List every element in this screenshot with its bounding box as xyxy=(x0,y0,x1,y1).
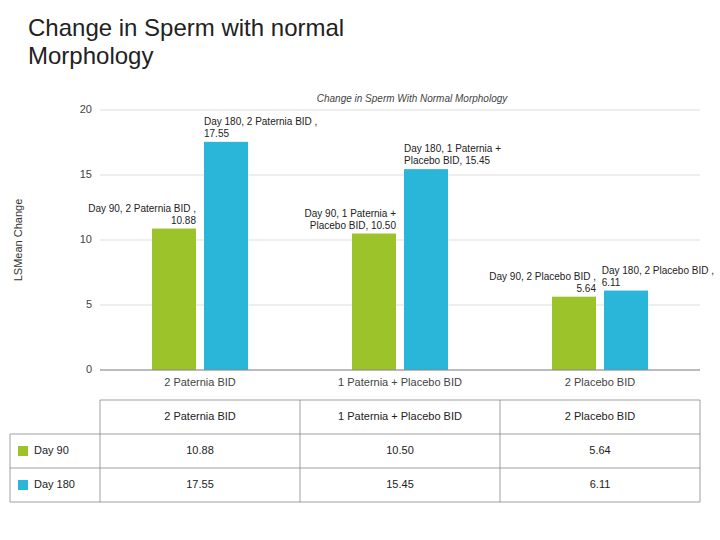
data-label: Day 180, 1 Paternia +Placebo BID, 15.45 xyxy=(404,143,501,166)
table-cell: 10.50 xyxy=(386,444,414,456)
y-tick-label: 0 xyxy=(86,363,92,375)
table-border xyxy=(100,400,101,502)
bar xyxy=(204,142,248,370)
data-label-group: Day 90, 2 Paternia BID ,10.88 xyxy=(88,203,196,226)
data-table: 2 Paternia BID 1 Paternia + Placebo BID 2 … xyxy=(10,400,700,502)
table-border xyxy=(100,400,700,401)
data-label-group: Day 180, 2 Paternia BID ,17.55 xyxy=(204,116,317,139)
title: Change in Sperm with normalMorphology xyxy=(28,14,344,69)
table-header: 2 Placebo BID xyxy=(565,410,635,422)
data-label: Day 90, 2 Paternia BID ,10.88 xyxy=(88,203,196,226)
x-axis-line xyxy=(100,370,700,371)
grid-line xyxy=(100,175,700,176)
grid-line xyxy=(100,370,700,371)
data-label-group: Day 180, 2 Placebo BID ,6.11 xyxy=(602,265,714,288)
subtitle: Change in Sperm With Normal Morphology xyxy=(317,93,509,104)
data-label-group: Day 180, 1 Paternia +Placebo BID, 15.45 xyxy=(404,143,501,166)
data-label-group: Day 90, 1 Paternia +Placebo BID, 10.50 xyxy=(305,208,397,231)
table-header: 2 Paternia BID xyxy=(164,410,236,422)
data-label: Day 180, 2 Paternia BID ,17.55 xyxy=(204,116,317,139)
table-cell: 15.45 xyxy=(386,478,414,490)
y-tick-label: 15 xyxy=(80,168,92,180)
grid-line xyxy=(100,110,700,111)
data-label-group: Day 90, 2 Placebo BID ,5.64 xyxy=(489,271,596,294)
table-border xyxy=(10,468,700,469)
y-tick-label: 5 xyxy=(86,298,92,310)
y-axis-label: LSMean Change xyxy=(12,199,24,282)
table-cell: 6.11 xyxy=(590,478,611,490)
table-cell: 10.88 xyxy=(186,444,214,456)
data-label: Day 90, 2 Placebo BID ,5.64 xyxy=(489,271,596,294)
bar xyxy=(604,291,648,370)
table-header: 1 Paternia + Placebo BID xyxy=(338,410,462,422)
data-label: Day 90, 1 Paternia +Placebo BID, 10.50 xyxy=(305,208,397,231)
table-row-label: Day 90 xyxy=(34,444,69,456)
table-cell: 17.55 xyxy=(186,478,214,490)
data-label: Day 180, 2 Placebo BID ,6.11 xyxy=(602,265,714,288)
bar xyxy=(352,234,396,371)
y-tick-label: 20 xyxy=(80,103,92,115)
x-tick-label: 2 Paternia BID xyxy=(164,376,236,388)
table-border xyxy=(10,434,11,502)
table-border xyxy=(300,400,301,502)
table-border xyxy=(700,400,701,502)
bar xyxy=(152,229,196,370)
bar xyxy=(552,297,596,370)
grid xyxy=(100,110,700,370)
legend-swatch xyxy=(18,480,28,490)
x-tick-label: 1 Paternia + Placebo BID xyxy=(338,376,462,388)
table-border xyxy=(10,434,700,435)
y-tick-label: 10 xyxy=(80,233,92,245)
table-row-label: Day 180 xyxy=(34,478,75,490)
x-tick-label: 2 Placebo BID xyxy=(565,376,635,388)
legend-swatch xyxy=(18,446,28,456)
bars xyxy=(152,142,648,370)
bar xyxy=(404,169,448,370)
table-border xyxy=(500,400,501,502)
chart: Change in Sperm with normalMorphology Cha… xyxy=(0,0,720,540)
table-cell: 5.64 xyxy=(589,444,610,456)
table-border xyxy=(10,502,700,503)
